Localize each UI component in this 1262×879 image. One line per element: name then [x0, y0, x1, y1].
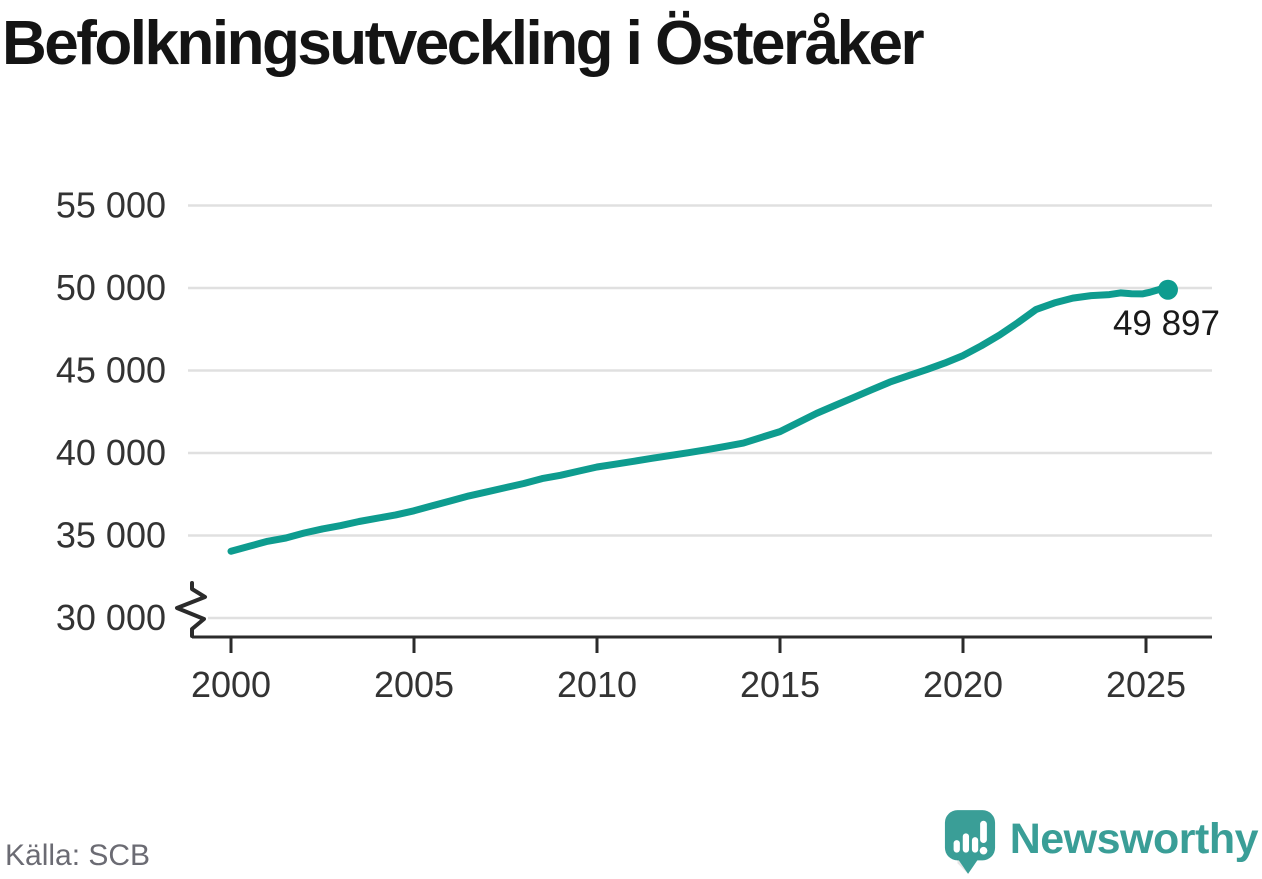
newsworthy-logo: Newsworthy	[943, 808, 1259, 876]
exclamation-bar-icon	[979, 820, 987, 843]
y-tick-label: 35 000	[56, 515, 166, 556]
axis-break-icon	[175, 581, 207, 638]
population-line	[227, 285, 1172, 555]
brand-wordmark: Newsworthy	[1009, 814, 1259, 863]
x-tick-label: 2010	[557, 664, 637, 705]
y-tick-label: 55 000	[56, 185, 166, 226]
latest-value-label: 49 897	[1113, 304, 1220, 343]
bar-icon-3	[971, 837, 978, 853]
bubble-tail	[957, 858, 979, 874]
bar-icon-2	[962, 833, 969, 853]
x-tick-label: 2005	[374, 664, 454, 705]
latest-point-marker	[1157, 279, 1178, 300]
y-tick-label: 30 000	[56, 597, 166, 638]
exclamation-dot-icon	[979, 846, 988, 855]
page-title: Befolkningsutveckling i Österåker	[2, 9, 925, 78]
y-tick-label: 50 000	[56, 267, 166, 308]
newsworthy-bubble-icon	[944, 810, 995, 874]
x-tick-label: 2015	[740, 664, 820, 705]
source-note: Källa: SCB	[5, 839, 151, 872]
x-tick-label: 2025	[1106, 664, 1186, 705]
bar-icon-1	[953, 840, 960, 853]
x-tick-label: 2000	[191, 664, 271, 705]
y-tick-label: 45 000	[56, 350, 166, 391]
y-tick-label: 40 000	[56, 432, 166, 473]
x-tick-label: 2020	[923, 664, 1003, 705]
